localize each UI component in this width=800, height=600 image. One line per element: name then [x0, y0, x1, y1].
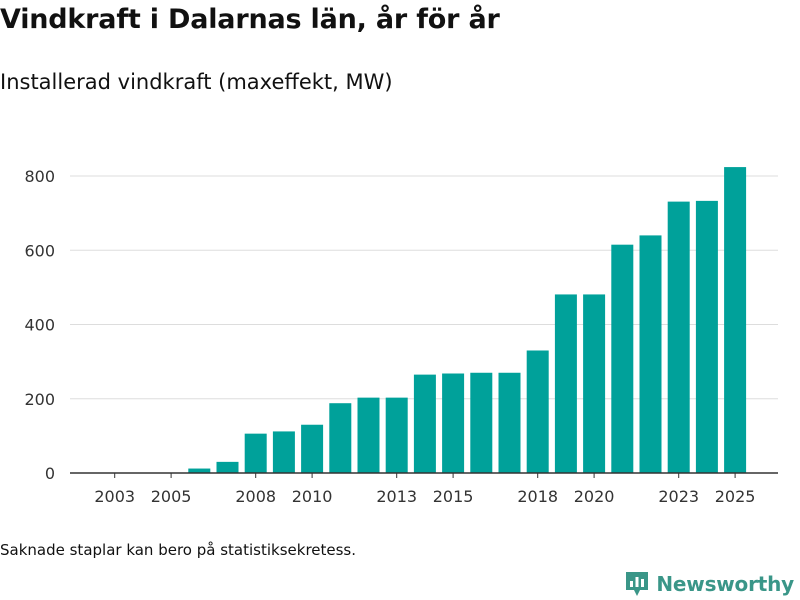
bar-2010 [301, 424, 324, 473]
bar-2008 [244, 433, 267, 473]
bar-2018 [526, 350, 549, 473]
bar-2013 [385, 397, 408, 473]
bar-2011 [329, 403, 352, 473]
bar-2025 [724, 167, 747, 473]
bar-2020 [583, 294, 606, 473]
x-tick-label: 2018 [517, 487, 558, 506]
bar-2015 [442, 373, 465, 473]
bar-2019 [554, 294, 577, 473]
x-tick-label: 2015 [433, 487, 474, 506]
x-tick-label: 2005 [151, 487, 192, 506]
bar-2024 [695, 200, 718, 473]
y-tick-label: 0 [45, 464, 55, 483]
x-tick-label: 2008 [235, 487, 276, 506]
bar-2009 [272, 431, 295, 473]
x-tick-label: 2013 [376, 487, 417, 506]
bar-2012 [357, 397, 380, 473]
y-tick-label: 600 [24, 241, 55, 260]
chart-subtitle: Installerad vindkraft (maxeffekt, MW) [0, 70, 393, 94]
x-tick-label: 2010 [292, 487, 333, 506]
newsworthy-logo-icon [626, 572, 649, 596]
footnote: Saknade staplar kan bero på statistiksek… [0, 541, 357, 559]
brand-logo: Newsworthy [624, 570, 794, 598]
x-tick-label: 2003 [94, 487, 135, 506]
bar-2022 [639, 235, 662, 473]
chart-title: Vindkraft i Dalarnas län, år för år [0, 4, 500, 35]
bar-2006 [188, 468, 211, 473]
y-tick-label: 800 [24, 167, 55, 186]
bar-2016 [470, 372, 493, 473]
bar-2023 [667, 201, 690, 473]
x-tick-label: 2025 [715, 487, 756, 506]
bar-2007 [216, 461, 239, 473]
y-tick-label: 400 [24, 316, 55, 335]
bar-2014 [413, 374, 436, 473]
bar-2021 [611, 244, 634, 473]
x-tick-label: 2020 [574, 487, 615, 506]
y-tick-label: 200 [24, 390, 55, 409]
brand-name: Newsworthy [656, 572, 794, 596]
x-tick-label: 2023 [658, 487, 699, 506]
bar-2017 [498, 372, 521, 473]
